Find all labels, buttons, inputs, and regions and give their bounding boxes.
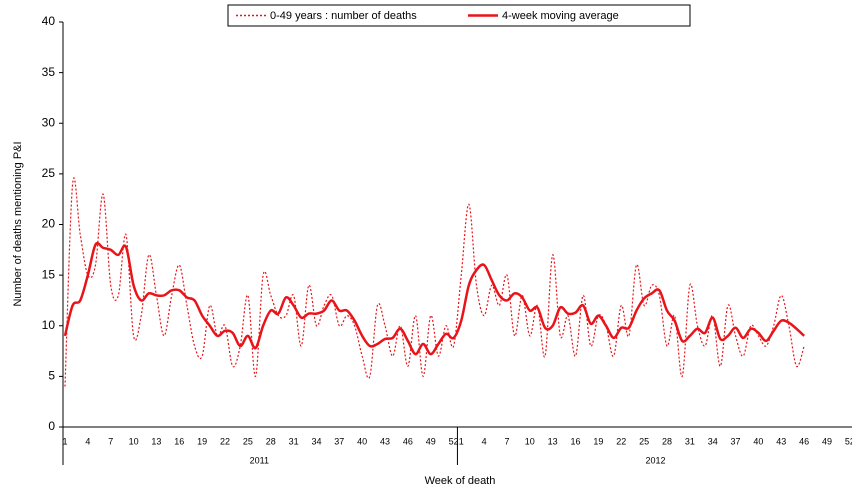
series-line — [64, 177, 805, 387]
legend-label: 0-49 years : number of deaths — [270, 10, 417, 22]
y-tick-label: 10 — [42, 318, 56, 332]
x-tick-label: 37 — [334, 436, 344, 446]
x-tick-label: 46 — [403, 436, 413, 446]
x-group-label: 2012 — [646, 455, 666, 465]
x-tick-label: 43 — [380, 436, 390, 446]
x-tick-label: 19 — [197, 436, 207, 446]
x-axis-title: Week of death — [425, 475, 496, 487]
x-tick-label: 34 — [311, 436, 321, 446]
y-tick-label: 15 — [42, 267, 56, 281]
x-tick-label: 4 — [482, 436, 487, 446]
x-tick-label: 31 — [289, 436, 299, 446]
x-tick-label: 25 — [243, 436, 253, 446]
x-tick-label: 16 — [571, 436, 581, 446]
x-tick-label: 31 — [685, 436, 695, 446]
x-tick-label: 13 — [548, 436, 558, 446]
x-tick-label: 40 — [357, 436, 367, 446]
legend-label: 4-week moving average — [502, 10, 619, 22]
x-tick-label: 52 — [449, 436, 459, 446]
y-tick-label: 20 — [42, 217, 56, 231]
x-tick-label: 22 — [220, 436, 230, 446]
x-tick-label: 22 — [616, 436, 626, 446]
x-tick-label: 7 — [504, 436, 509, 446]
x-tick-label: 40 — [753, 436, 763, 446]
x-tick-label: 28 — [662, 436, 672, 446]
y-tick-label: 40 — [42, 14, 56, 28]
x-tick-label: 7 — [108, 436, 113, 446]
x-tick-label: 1 — [459, 436, 464, 446]
x-tick-label: 19 — [593, 436, 603, 446]
x-tick-label: 16 — [174, 436, 184, 446]
x-tick-label: 43 — [776, 436, 786, 446]
y-tick-label: 0 — [48, 419, 55, 433]
x-tick-label: 46 — [799, 436, 809, 446]
x-tick-label: 10 — [129, 436, 139, 446]
y-axis-title: Number of deaths mentioning P&I — [12, 141, 24, 306]
x-tick-label: 49 — [426, 436, 436, 446]
series-line — [63, 241, 805, 356]
y-tick-label: 25 — [42, 166, 56, 180]
x-tick-label: 34 — [708, 436, 718, 446]
x-tick-label: 4 — [85, 436, 90, 446]
x-tick-label: 37 — [731, 436, 741, 446]
x-tick-label: 52 — [845, 436, 852, 446]
y-tick-label: 35 — [42, 65, 56, 79]
x-tick-label: 13 — [151, 436, 161, 446]
x-tick-label: 25 — [639, 436, 649, 446]
x-tick-label: 49 — [822, 436, 832, 446]
x-group-label: 2011 — [250, 455, 269, 465]
x-tick-label: 28 — [266, 436, 276, 446]
x-tick-label: 10 — [525, 436, 535, 446]
y-tick-label: 30 — [42, 115, 56, 129]
y-tick-label: 5 — [48, 369, 55, 383]
legend-box — [227, 4, 691, 27]
x-tick-label: 1 — [62, 436, 67, 446]
